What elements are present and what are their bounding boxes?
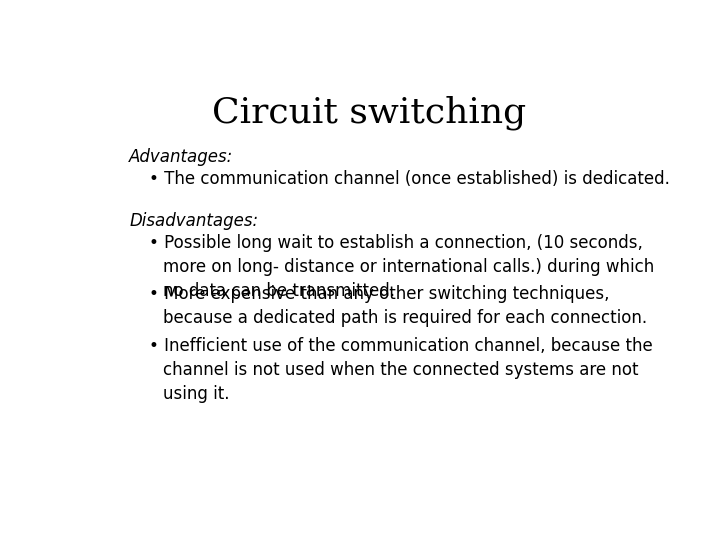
Text: no data can be transmitted.: no data can be transmitted. [163, 282, 395, 300]
Text: • More expensive than any other switching techniques,: • More expensive than any other switchin… [148, 285, 609, 303]
Text: • The communication channel (once established) is dedicated.: • The communication channel (once establ… [148, 170, 670, 187]
Text: • Inefficient use of the communication channel, because the: • Inefficient use of the communication c… [148, 337, 652, 355]
Text: channel is not used when the connected systems are not: channel is not used when the connected s… [163, 361, 638, 379]
Text: using it.: using it. [163, 385, 229, 403]
Text: Disadvantages:: Disadvantages: [129, 212, 258, 231]
Text: because a dedicated path is required for each connection.: because a dedicated path is required for… [163, 309, 647, 327]
Text: more on long- distance or international calls.) during which: more on long- distance or international … [163, 258, 654, 276]
Text: • Possible long wait to establish a connection, (10 seconds,: • Possible long wait to establish a conn… [148, 234, 642, 252]
Text: Circuit switching: Circuit switching [212, 96, 526, 131]
Text: Advantages:: Advantages: [129, 148, 233, 166]
